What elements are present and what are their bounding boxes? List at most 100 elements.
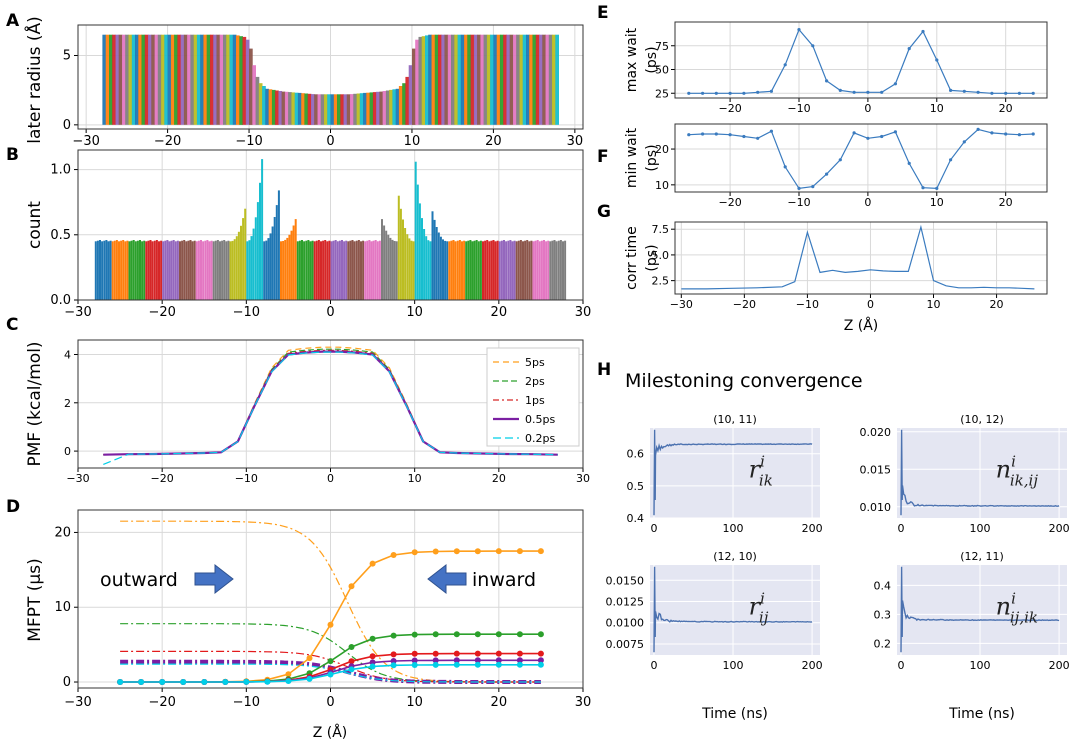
radius-bar	[444, 34, 449, 125]
count-bar	[391, 239, 394, 300]
point-F	[1017, 133, 1022, 137]
radius-bar	[356, 93, 361, 125]
axes-frame	[77, 339, 584, 469]
count-bar	[149, 240, 152, 300]
radius-bar	[105, 34, 110, 125]
point-E	[1031, 91, 1035, 95]
radius-bar	[532, 34, 537, 125]
count-bar	[435, 227, 438, 300]
inward-point-0.2ps	[117, 679, 124, 685]
count-bar	[233, 239, 236, 300]
inward-point-0.2ps	[495, 661, 502, 668]
radius-bar	[441, 34, 445, 125]
ylabel-a: later radius (Å)	[23, 16, 45, 144]
point-E	[756, 90, 760, 94]
inward-arrow	[427, 563, 467, 595]
count-bar	[103, 240, 106, 300]
convergence-symbol-H3: ri ij	[749, 590, 769, 627]
radius-bar	[314, 94, 318, 125]
radius-bar	[245, 39, 250, 125]
annotation-outward: outward	[100, 569, 178, 591]
count-bar	[347, 241, 350, 300]
count-bar	[498, 241, 501, 300]
count-bar	[105, 240, 108, 300]
radius-bar	[131, 34, 136, 125]
y-tick-label: 0	[64, 445, 71, 458]
inward-point-2ps	[411, 631, 418, 638]
y-tick-label: 0.0125	[606, 596, 645, 609]
count-bar	[406, 234, 409, 300]
count-bar	[193, 240, 196, 300]
point-F	[949, 158, 953, 162]
count-bar	[534, 240, 537, 300]
inward-point-1ps	[537, 650, 544, 657]
radius-bar	[447, 34, 452, 125]
count-bar	[109, 240, 112, 300]
radius-bar	[490, 34, 494, 125]
radius-bar	[353, 93, 357, 125]
inward-point-1ps	[411, 650, 418, 657]
radius-bar	[421, 36, 426, 125]
count-bar	[320, 241, 322, 300]
inward-point-0.5ps	[411, 657, 418, 664]
count-bar	[471, 241, 474, 300]
count-bar	[176, 240, 179, 300]
count-bar	[372, 240, 375, 300]
count-bar	[244, 208, 247, 300]
radius-bar	[552, 34, 556, 125]
count-bar	[151, 241, 154, 300]
count-bar	[490, 240, 493, 300]
radius-bar	[395, 88, 400, 125]
point-F	[825, 172, 829, 176]
x-tick-label: −20	[151, 472, 174, 485]
x-tick-label: 0	[864, 102, 871, 115]
x-tick-label: 200	[802, 659, 823, 672]
inward-point-5ps	[453, 548, 460, 555]
radius-bar	[268, 89, 273, 125]
legend-label: 1ps	[525, 394, 545, 407]
count-bar	[439, 236, 442, 300]
radius-bar	[350, 94, 354, 125]
inward-point-1ps	[516, 650, 523, 657]
count-bar	[368, 240, 371, 300]
count-bar	[456, 240, 459, 300]
count-bar	[421, 218, 423, 300]
count-bar	[559, 240, 562, 300]
point-F	[756, 136, 760, 140]
count-bar	[94, 241, 97, 300]
radius-bar	[346, 94, 351, 125]
radius-bar	[229, 34, 234, 125]
radius-bar	[343, 94, 348, 125]
count-bar	[418, 203, 421, 300]
count-bar	[492, 240, 495, 300]
radius-bar	[262, 86, 266, 125]
point-F	[935, 186, 939, 190]
y-tick-label: 50	[655, 64, 669, 77]
inward-point-0.2ps	[180, 679, 187, 685]
count-bar	[170, 240, 173, 300]
count-bar	[399, 208, 402, 300]
count-bar	[187, 240, 190, 300]
radius-bar	[503, 34, 507, 125]
radius-bar	[206, 34, 211, 125]
count-bar	[153, 240, 156, 300]
count-bar	[202, 241, 205, 300]
count-bar	[259, 182, 261, 300]
radius-bar	[389, 89, 393, 125]
point-F	[797, 186, 801, 190]
y-tick-label: 5.0	[652, 249, 670, 262]
radius-bar	[141, 34, 146, 125]
count-bar	[309, 241, 312, 300]
count-bar	[423, 229, 426, 300]
count-bar	[282, 241, 285, 300]
count-bar	[526, 240, 529, 300]
inward-point-0.2ps	[474, 661, 481, 668]
x-tick-label: 10	[408, 472, 422, 485]
count-bar	[126, 240, 129, 300]
count-bar	[240, 225, 242, 300]
legend-label: 2ps	[525, 375, 545, 388]
radius-bar	[480, 34, 485, 125]
x-tick-label: −20	[148, 305, 175, 320]
inward-point-5ps	[306, 655, 313, 662]
count-bar	[191, 241, 194, 300]
